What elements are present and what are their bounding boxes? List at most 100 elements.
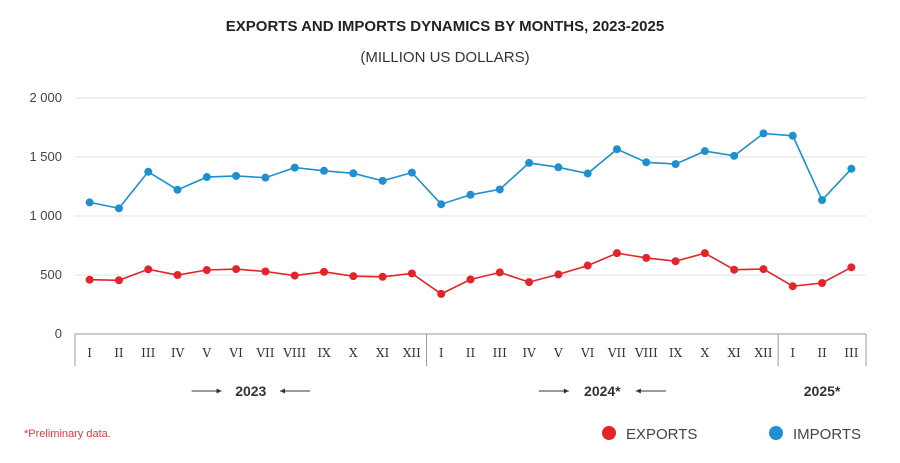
exports-point bbox=[407, 269, 416, 278]
x-tick-label: VI bbox=[228, 346, 243, 360]
arrow-head bbox=[216, 388, 222, 394]
imports-point bbox=[554, 163, 563, 172]
imports-point bbox=[320, 166, 329, 175]
exports-point bbox=[730, 265, 739, 274]
exports-point bbox=[759, 265, 768, 274]
imports-point bbox=[612, 145, 621, 154]
exports-point bbox=[847, 263, 856, 272]
x-tick-label: XI bbox=[376, 346, 390, 360]
exports-point bbox=[85, 275, 94, 284]
x-tick-label: II bbox=[817, 346, 827, 360]
exports-point bbox=[671, 257, 680, 266]
exports-point bbox=[612, 249, 621, 258]
x-tick-label: VI bbox=[580, 346, 595, 360]
exports-point bbox=[378, 272, 387, 281]
x-tick-label: II bbox=[114, 346, 124, 360]
y-tick-label: 0 bbox=[55, 326, 62, 341]
exports-point bbox=[114, 276, 123, 285]
x-tick-label: VII bbox=[607, 346, 626, 360]
exports-point bbox=[290, 271, 299, 280]
x-tick-label: IV bbox=[171, 346, 185, 360]
x-tick-label: IX bbox=[317, 346, 331, 360]
x-tick-label: X bbox=[701, 346, 710, 360]
legend: EXPORTS IMPORTS bbox=[602, 426, 861, 443]
grid bbox=[75, 97, 866, 276]
x-tick-label: VIII bbox=[634, 346, 658, 360]
x-tick-label: V bbox=[553, 346, 563, 360]
exports-point bbox=[818, 279, 827, 288]
imports-point bbox=[466, 190, 475, 199]
year-label: 2025* bbox=[804, 383, 841, 399]
x-tick-label: I bbox=[87, 346, 92, 360]
imports-point bbox=[642, 158, 651, 167]
chart-subtitle: (MILLION US DOLLARS) bbox=[360, 49, 529, 66]
y-axis: 0 500 1 000 1 500 2 000 bbox=[29, 90, 62, 341]
exports-point bbox=[788, 282, 797, 291]
imports-point bbox=[671, 160, 680, 169]
imports-point bbox=[788, 131, 797, 140]
exports-line bbox=[89, 252, 852, 295]
imports-point bbox=[202, 173, 211, 182]
arrow-head bbox=[635, 388, 641, 394]
exports-point bbox=[144, 265, 153, 274]
y-tick-label: 1 500 bbox=[29, 149, 62, 164]
imports-point bbox=[407, 168, 416, 177]
imports-point bbox=[583, 169, 592, 178]
imports-point bbox=[85, 198, 94, 207]
imports-point bbox=[378, 176, 387, 185]
imports-point bbox=[495, 185, 504, 194]
footnote: *Preliminary data. bbox=[24, 428, 111, 440]
imports-point bbox=[261, 173, 270, 182]
arrow-head bbox=[279, 388, 285, 394]
imports-point bbox=[759, 129, 768, 138]
imports-point bbox=[173, 185, 182, 194]
y-tick-label: 2 000 bbox=[29, 90, 62, 105]
x-tick-label: II bbox=[466, 346, 476, 360]
imports-point bbox=[349, 169, 358, 178]
exports-legend-label: EXPORTS bbox=[626, 426, 697, 443]
imports-point bbox=[437, 200, 446, 209]
imports-legend-marker bbox=[769, 426, 783, 440]
imports-point bbox=[114, 204, 123, 213]
imports-point bbox=[144, 167, 153, 176]
y-tick-label: 500 bbox=[40, 267, 62, 282]
exports-point bbox=[232, 265, 241, 274]
x-tick-label: XI bbox=[728, 346, 742, 360]
exports-point bbox=[495, 268, 504, 277]
exports-point bbox=[261, 267, 270, 276]
exports-point bbox=[320, 267, 329, 276]
exports-point bbox=[466, 275, 475, 284]
x-tick-label: VIII bbox=[282, 346, 306, 360]
year-label: 2024* bbox=[584, 383, 621, 399]
imports-point bbox=[818, 196, 827, 205]
x-tick-label: XII bbox=[403, 346, 421, 360]
exports-point bbox=[437, 289, 446, 298]
x-axis: I II III IV V VI VII VIII IX X XI XII I II III IV V VI VII… bbox=[74, 333, 867, 366]
imports-point bbox=[730, 151, 739, 160]
x-tick-label: I bbox=[439, 346, 444, 360]
x-tick-label: III bbox=[844, 346, 858, 360]
x-tick-label: VII bbox=[255, 346, 274, 360]
x-tick-label: IV bbox=[522, 346, 536, 360]
imports-point bbox=[232, 171, 241, 180]
y-tick-label: 1 000 bbox=[29, 208, 62, 223]
exports-point bbox=[554, 270, 563, 279]
imports-point bbox=[700, 147, 709, 156]
exports-point bbox=[525, 278, 534, 287]
imports-point bbox=[525, 158, 534, 167]
imports-point bbox=[847, 164, 856, 173]
exports-point bbox=[349, 272, 358, 281]
arrow-head bbox=[563, 388, 569, 394]
x-tick-label: I bbox=[790, 346, 795, 360]
year-label: 2023 bbox=[235, 383, 266, 399]
series-group bbox=[85, 129, 856, 298]
exports-point bbox=[173, 271, 182, 279]
exports-point bbox=[583, 261, 592, 270]
exports-legend-marker bbox=[602, 426, 616, 440]
chart-title: EXPORTS AND IMPORTS DYNAMICS BY MONTHS, … bbox=[226, 18, 664, 35]
exports-point bbox=[202, 266, 211, 275]
exports-point bbox=[642, 253, 651, 262]
x-tick-label: III bbox=[493, 346, 507, 360]
x-tick-label: IX bbox=[669, 346, 683, 360]
